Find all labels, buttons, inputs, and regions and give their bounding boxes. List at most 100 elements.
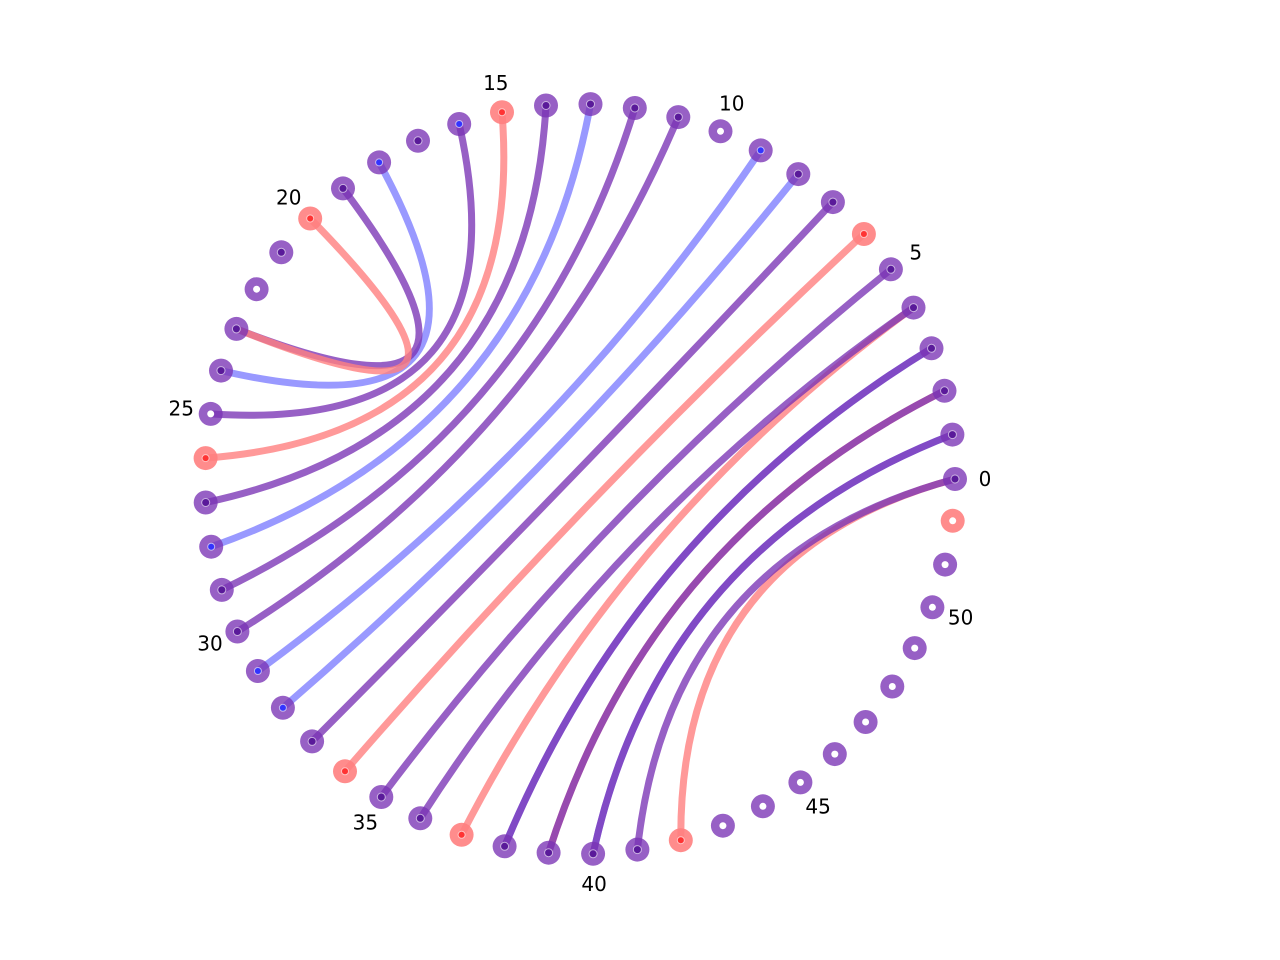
link-16-25-20 <box>207 120 476 419</box>
node-36 <box>408 806 433 831</box>
node-23 <box>224 316 249 341</box>
link-9-31-14 <box>254 146 765 675</box>
node-4 <box>901 295 926 320</box>
node-6-center <box>859 230 868 238</box>
node-37-center <box>457 830 466 839</box>
link-1-40-3 <box>589 431 956 858</box>
node-48-center <box>888 683 896 690</box>
node-29 <box>209 577 234 602</box>
node-27 <box>193 490 218 515</box>
node-1 <box>940 422 965 447</box>
node-12-center <box>630 103 640 113</box>
node-1-center <box>947 430 957 440</box>
link-15-26-19 <box>202 108 508 462</box>
tick-label-10: 10 <box>719 92 744 116</box>
node-47 <box>853 710 878 734</box>
tick-label-50: 50 <box>948 606 973 630</box>
link-5-35-10 <box>377 265 895 801</box>
node-19-center <box>338 183 348 193</box>
link-7-33-12 <box>308 198 837 745</box>
node-51 <box>933 552 958 577</box>
node-10 <box>708 119 733 144</box>
node-42 <box>668 828 693 853</box>
node-23-center <box>231 324 241 334</box>
node-25 <box>198 401 223 426</box>
node-19 <box>331 176 355 201</box>
node-6 <box>851 222 876 246</box>
node-9-center <box>756 146 765 155</box>
link-0-41-1 <box>633 475 959 854</box>
node-32-center <box>278 703 287 712</box>
node-11-center <box>673 112 683 122</box>
node-41 <box>625 837 650 862</box>
node-22 <box>244 277 269 302</box>
node-51-center <box>941 561 949 569</box>
node-24 <box>209 358 233 383</box>
link-4-36-9 <box>416 304 917 822</box>
link-3-38-7 <box>501 344 935 850</box>
node-14 <box>534 93 558 118</box>
node-30 <box>225 619 250 644</box>
node-50 <box>920 595 945 620</box>
tick-label-35: 35 <box>353 811 378 835</box>
node-28 <box>199 534 224 559</box>
link-2-39-4 <box>545 387 948 857</box>
node-35-center <box>376 792 386 802</box>
node-16 <box>447 112 472 136</box>
nodes-layer <box>193 92 967 866</box>
link-11-30-15 <box>233 113 682 635</box>
tick-label-20: 20 <box>276 186 301 210</box>
node-29-center <box>217 585 227 595</box>
node-18-center <box>375 158 384 167</box>
node-13-center <box>586 99 595 109</box>
tick-label-40: 40 <box>581 872 606 896</box>
link-13-28-17 <box>207 100 594 551</box>
node-52 <box>940 508 965 533</box>
node-49-center <box>911 644 919 652</box>
node-0-center <box>950 474 960 484</box>
node-48 <box>880 674 905 699</box>
node-8 <box>786 162 811 187</box>
node-32 <box>270 695 295 720</box>
node-42-center <box>676 836 685 845</box>
node-30-center <box>232 627 242 636</box>
node-40 <box>581 841 606 866</box>
node-21-center <box>276 247 286 257</box>
node-24-center <box>216 366 226 376</box>
node-31 <box>245 659 270 683</box>
node-33 <box>300 729 325 754</box>
node-13 <box>578 92 603 117</box>
node-34 <box>333 759 357 784</box>
node-15-center <box>498 108 506 117</box>
node-9 <box>748 138 773 163</box>
node-10-center <box>717 127 724 135</box>
node-20 <box>298 206 323 231</box>
node-25-center <box>207 410 215 418</box>
node-17 <box>406 128 430 153</box>
node-4-center <box>909 303 918 313</box>
node-46 <box>822 742 847 767</box>
node-20-center <box>306 214 315 223</box>
node-38 <box>492 834 517 859</box>
tick-label-25: 25 <box>168 397 193 421</box>
node-41-center <box>632 845 642 855</box>
node-15 <box>490 100 514 125</box>
node-16-center <box>455 120 464 128</box>
node-3-center <box>927 343 936 353</box>
node-50-center <box>928 603 936 611</box>
node-14-center <box>541 101 551 110</box>
node-17-center <box>413 136 423 146</box>
node-27-center <box>201 498 211 507</box>
node-44-center <box>759 802 767 810</box>
node-39-center <box>544 848 554 858</box>
node-21 <box>269 240 294 265</box>
node-12 <box>622 96 647 120</box>
node-43-center <box>719 822 727 830</box>
node-40-center <box>588 849 598 859</box>
link-12-29-16 <box>218 104 639 594</box>
node-38-center <box>500 841 510 851</box>
node-37 <box>449 822 474 847</box>
node-26-center <box>201 454 210 463</box>
tick-label-15: 15 <box>483 71 508 95</box>
